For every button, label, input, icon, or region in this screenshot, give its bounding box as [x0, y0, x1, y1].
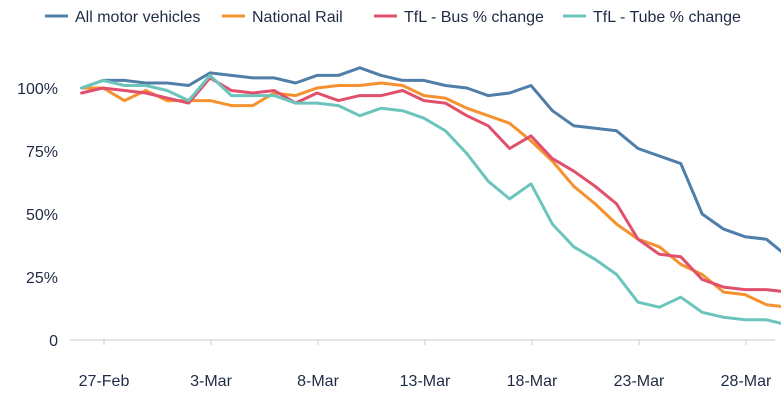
x-tick-label: 8-Mar	[297, 373, 339, 390]
legend-label: All motor vehicles	[75, 9, 200, 26]
x-tick-label: 3-Mar	[190, 373, 232, 390]
series-line	[80, 76, 781, 293]
x-tick-label: 23-Mar	[614, 373, 665, 390]
y-tick-label: 0	[49, 333, 58, 350]
y-tick-label: 25%	[26, 270, 58, 287]
legend-label: TfL - Bus % change	[404, 9, 544, 26]
x-tick-label: 28-Mar	[721, 373, 772, 390]
y-tick-label: 100%	[17, 81, 58, 98]
series-line	[80, 66, 781, 254]
x-tick-label: 13-Mar	[400, 373, 451, 390]
series-line	[80, 73, 781, 325]
legend-label: National Rail	[252, 9, 343, 26]
legend-label: TfL - Tube % change	[593, 9, 741, 26]
y-tick-label: 50%	[26, 207, 58, 224]
x-tick-label: 27-Feb	[79, 373, 130, 390]
y-tick-label: 75%	[26, 144, 58, 161]
series-line	[80, 81, 781, 308]
x-tick-label: 18-Mar	[507, 373, 558, 390]
